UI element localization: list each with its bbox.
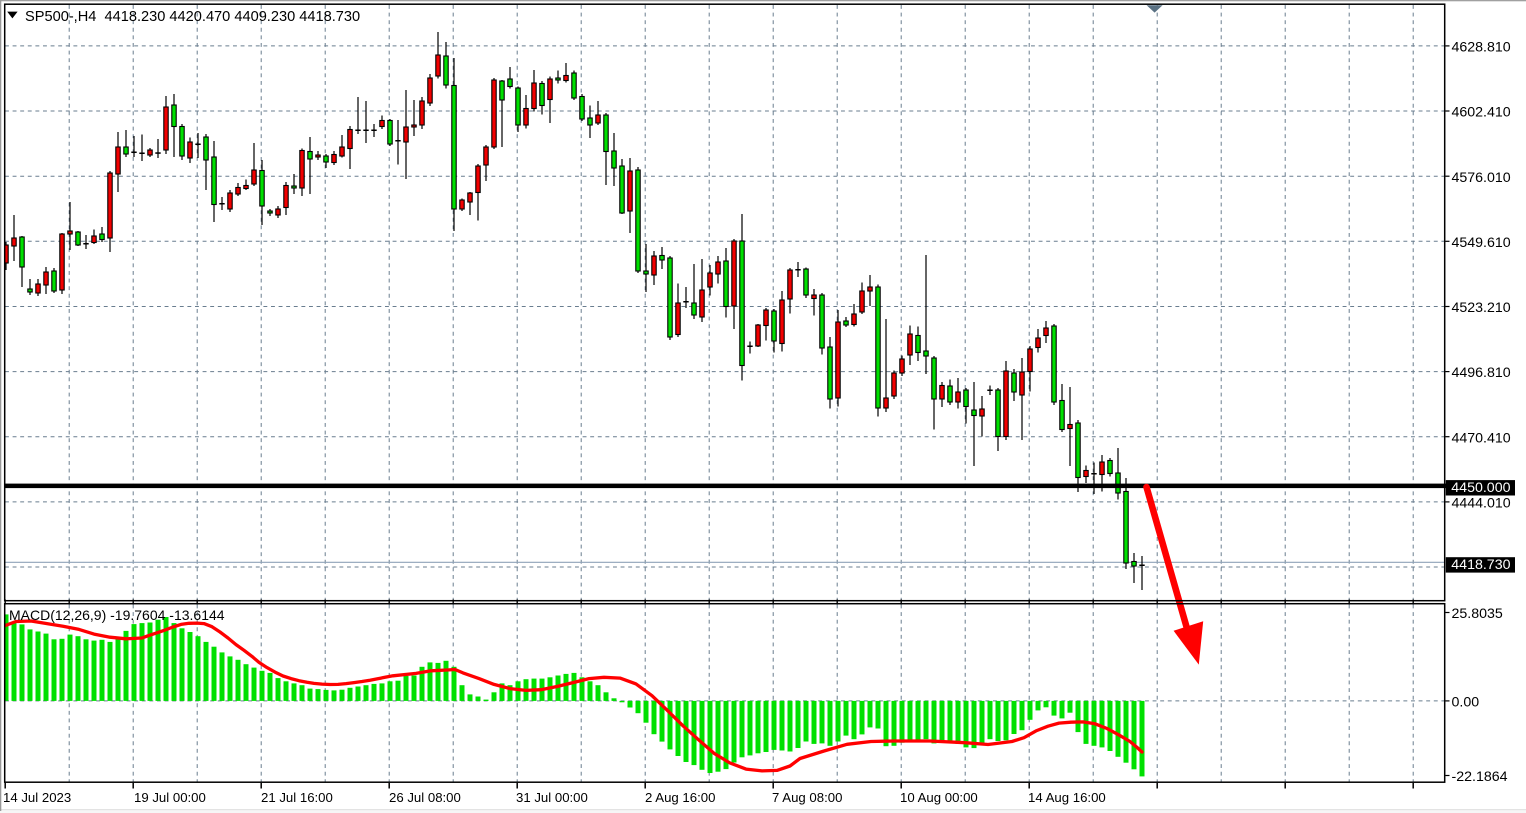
svg-text:14 Jul 2023: 14 Jul 2023 <box>3 790 71 805</box>
svg-text:4450.000: 4450.000 <box>1451 480 1510 496</box>
svg-text:4418.730: 4418.730 <box>1451 557 1510 573</box>
svg-text:-22.1864: -22.1864 <box>1452 769 1508 785</box>
svg-text:4470.410: 4470.410 <box>1452 430 1511 446</box>
svg-text:4549.610: 4549.610 <box>1452 235 1511 251</box>
svg-text:MACD(12,26,9) -19.7604 -13.614: MACD(12,26,9) -19.7604 -13.6144 <box>9 607 225 623</box>
svg-text:31 Jul 00:00: 31 Jul 00:00 <box>516 790 588 805</box>
svg-text:26 Jul 08:00: 26 Jul 08:00 <box>389 790 461 805</box>
svg-text:4576.010: 4576.010 <box>1452 170 1511 186</box>
svg-text:4523.210: 4523.210 <box>1452 300 1511 316</box>
svg-text:10 Aug 00:00: 10 Aug 00:00 <box>900 790 978 805</box>
svg-text:0.00: 0.00 <box>1452 695 1480 711</box>
svg-text:SP500-,H4 4418.230 4420.470 4: SP500-,H4 4418.230 4420.470 4409.230 441… <box>25 9 360 25</box>
svg-text:7 Aug 08:00: 7 Aug 08:00 <box>772 790 842 805</box>
svg-text:19 Jul 00:00: 19 Jul 00:00 <box>134 790 206 805</box>
svg-text:4628.810: 4628.810 <box>1452 40 1511 56</box>
svg-text:4496.810: 4496.810 <box>1452 365 1511 381</box>
svg-text:4444.010: 4444.010 <box>1452 496 1511 512</box>
svg-text:4602.410: 4602.410 <box>1452 105 1511 121</box>
svg-text:2 Aug 16:00: 2 Aug 16:00 <box>645 790 715 805</box>
svg-text:25.8035: 25.8035 <box>1452 606 1503 622</box>
svg-text:14 Aug 16:00: 14 Aug 16:00 <box>1028 790 1106 805</box>
svg-text:21 Jul 16:00: 21 Jul 16:00 <box>261 790 333 805</box>
